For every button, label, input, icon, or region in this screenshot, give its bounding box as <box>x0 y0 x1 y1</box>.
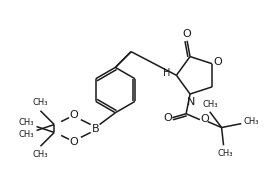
Text: CH₃: CH₃ <box>33 98 48 107</box>
Text: N: N <box>187 97 195 107</box>
Text: O: O <box>183 29 192 39</box>
Text: O: O <box>200 114 209 124</box>
Text: CH₃: CH₃ <box>202 100 217 109</box>
Text: CH₃: CH₃ <box>19 118 34 127</box>
Text: O: O <box>163 113 172 123</box>
Text: CH₃: CH₃ <box>243 117 259 126</box>
Text: CH₃: CH₃ <box>19 130 34 139</box>
Text: O: O <box>214 57 222 67</box>
Text: CH₃: CH₃ <box>33 150 48 159</box>
Text: O: O <box>70 110 78 120</box>
Text: CH₃: CH₃ <box>218 149 233 158</box>
Text: H: H <box>163 68 170 78</box>
Text: O: O <box>70 137 78 147</box>
Text: B: B <box>92 124 99 134</box>
